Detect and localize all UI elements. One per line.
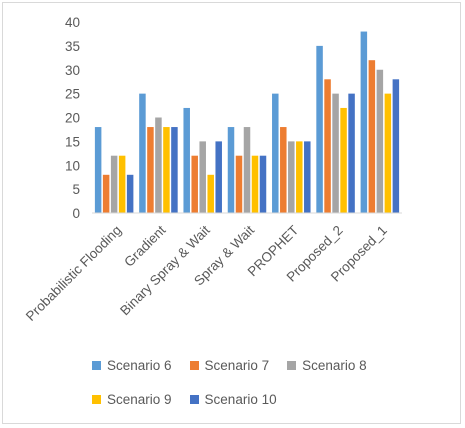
bar bbox=[296, 141, 303, 214]
bar bbox=[155, 117, 162, 213]
bar bbox=[227, 127, 235, 213]
legend-label: Scenario 6 bbox=[107, 358, 172, 373]
legend-swatch bbox=[189, 395, 199, 404]
legend-item: Scenario 9 bbox=[92, 392, 172, 407]
bar bbox=[199, 141, 206, 214]
bar bbox=[147, 127, 154, 213]
bar bbox=[288, 141, 295, 214]
bar bbox=[360, 31, 368, 213]
legend-swatch bbox=[92, 395, 101, 404]
bar bbox=[259, 155, 267, 213]
x-tick-label: Probabilistic Flooding bbox=[23, 223, 124, 324]
bar bbox=[316, 45, 323, 214]
y-tick-label: 20 bbox=[65, 111, 80, 126]
bar bbox=[280, 127, 287, 213]
legend-item: Scenario 6 bbox=[92, 358, 172, 373]
bar bbox=[251, 155, 259, 213]
bar bbox=[139, 93, 146, 214]
y-tick-label: 40 bbox=[65, 15, 80, 30]
y-tick-label: 35 bbox=[65, 39, 80, 54]
bars bbox=[94, 31, 400, 214]
legend-item: Scenario 8 bbox=[287, 358, 367, 373]
bar bbox=[191, 155, 198, 213]
bar bbox=[340, 107, 347, 213]
legend-label: Scenario 10 bbox=[204, 392, 277, 407]
bar bbox=[272, 93, 279, 214]
legend-label: Scenario 9 bbox=[107, 392, 172, 407]
bar bbox=[215, 141, 222, 214]
legend-row-2: Scenario 9 Scenario 10 bbox=[92, 392, 295, 407]
y-tick-label: 10 bbox=[65, 158, 80, 173]
y-tick-label: 5 bbox=[72, 182, 80, 197]
bar bbox=[304, 141, 311, 214]
y-tick-label: 30 bbox=[65, 63, 80, 78]
bar bbox=[235, 155, 243, 213]
y-axis-ticks: 0 5 10 15 20 25 30 35 40 bbox=[65, 15, 80, 221]
legend-swatch bbox=[287, 361, 297, 370]
bar bbox=[183, 107, 190, 213]
legend-label: Scenario 7 bbox=[204, 358, 270, 373]
bar bbox=[207, 174, 214, 213]
bar bbox=[384, 93, 392, 214]
y-tick-label: 15 bbox=[65, 134, 80, 149]
bar bbox=[118, 155, 126, 213]
legend-swatch bbox=[189, 361, 199, 370]
bar bbox=[348, 93, 355, 214]
y-tick-label: 25 bbox=[65, 87, 80, 102]
bar bbox=[94, 127, 102, 213]
bar bbox=[376, 69, 384, 213]
legend-row-1: Scenario 6 Scenario 7 Scenario 8 bbox=[92, 358, 385, 373]
bar bbox=[243, 127, 251, 213]
bar bbox=[324, 79, 331, 213]
y-tick-label: 0 bbox=[72, 206, 80, 221]
bar bbox=[171, 127, 178, 213]
bar bbox=[126, 174, 134, 213]
bar bbox=[392, 79, 400, 213]
bar bbox=[368, 60, 376, 214]
legend-swatch bbox=[92, 361, 101, 370]
legend-item: Scenario 7 bbox=[189, 358, 270, 373]
legend-item: Scenario 10 bbox=[189, 392, 277, 407]
bar bbox=[332, 93, 339, 214]
legend-label: Scenario 8 bbox=[302, 358, 367, 373]
bar bbox=[102, 174, 110, 213]
bar bbox=[110, 155, 118, 213]
bar bbox=[163, 127, 170, 213]
